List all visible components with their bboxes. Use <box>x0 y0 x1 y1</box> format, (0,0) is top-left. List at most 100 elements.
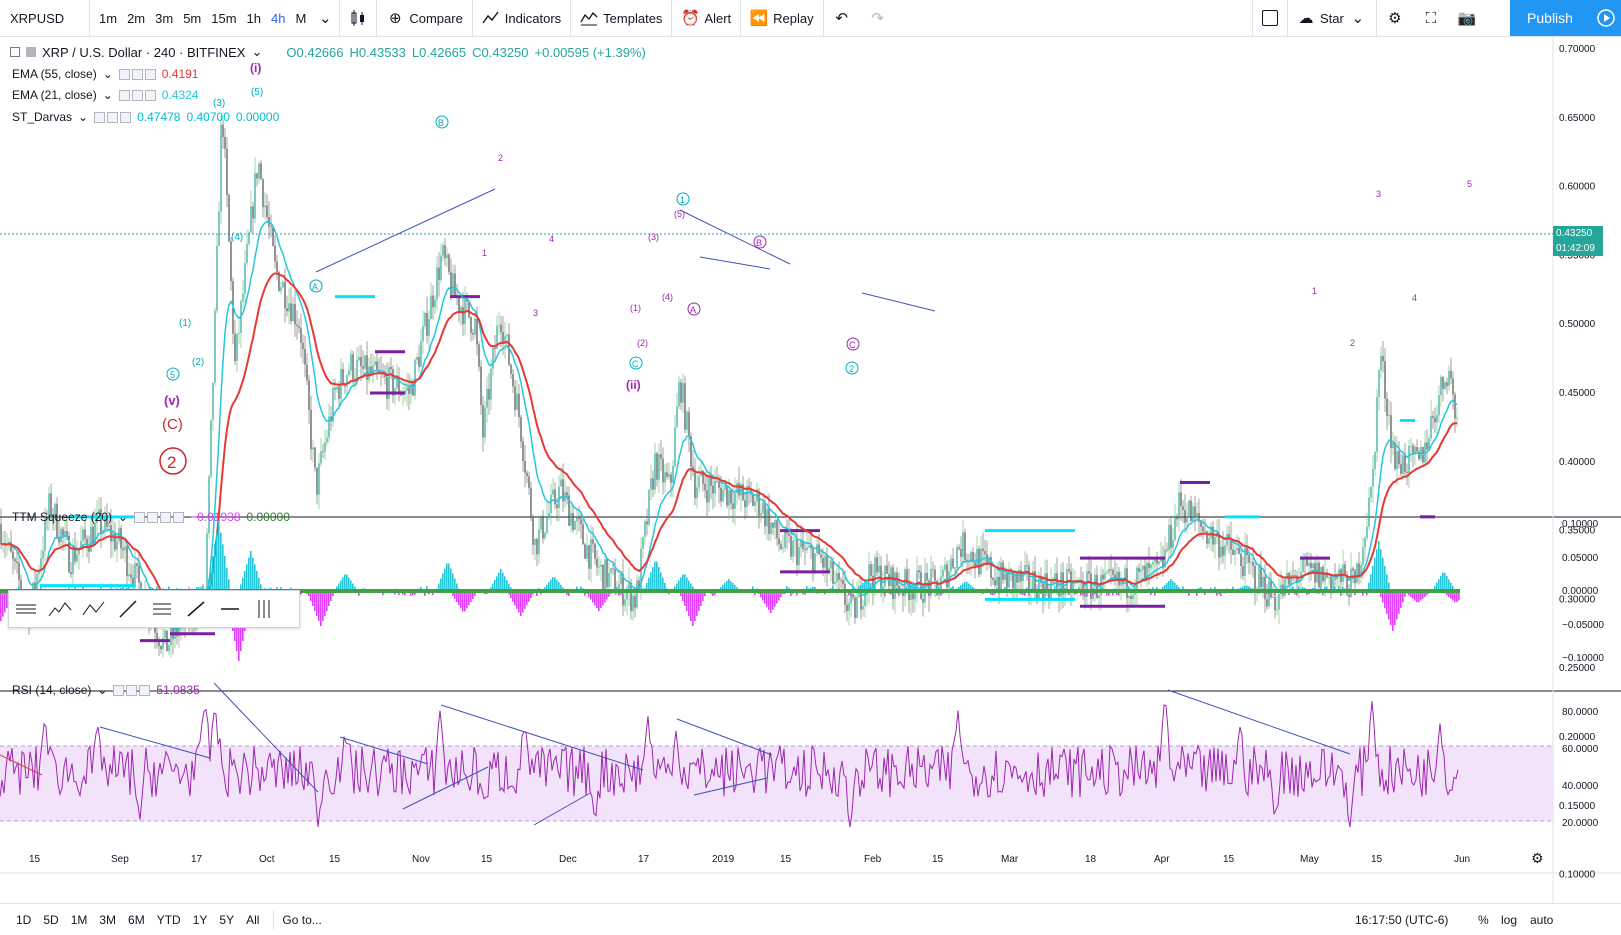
chart-type-button[interactable] <box>340 0 376 36</box>
drag-handle[interactable] <box>9 591 43 627</box>
chevron-down-icon[interactable]: ⌄ <box>78 110 89 124</box>
range-ytd[interactable]: YTD <box>156 912 181 927</box>
compare-button[interactable]: ⊕ Compare <box>377 0 471 36</box>
clock-label[interactable]: 16:17:50 (UTC-6) <box>1355 912 1449 927</box>
fullscreen-button[interactable]: ⛶ <box>1413 0 1449 36</box>
interval-5m[interactable]: 5m <box>183 10 202 26</box>
indicator-controls[interactable] <box>118 68 156 80</box>
candle-body <box>454 273 456 298</box>
publish-button[interactable]: Publish <box>1510 0 1590 36</box>
ttm-bar-down <box>1386 591 1388 614</box>
range-1y[interactable]: 1Y <box>192 912 208 927</box>
auto-toggle[interactable]: auto <box>1530 912 1554 927</box>
wave-label-v: (v) <box>164 393 180 408</box>
replay-button[interactable]: ⏪ Replay <box>741 0 822 36</box>
ttm-bar <box>1108 591 1110 596</box>
trendlines-main[interactable] <box>315 188 936 312</box>
percent-toggle[interactable]: % <box>1478 912 1489 927</box>
indicator-controls[interactable] <box>113 684 151 696</box>
indicators-button[interactable]: Indicators <box>473 0 570 36</box>
ttm-bar-up <box>1242 586 1244 591</box>
redo-button[interactable]: ↷ <box>860 0 896 36</box>
candle-body <box>1338 569 1340 575</box>
candle-body <box>442 245 444 256</box>
interval-dropdown[interactable]: ⌄ <box>311 0 339 36</box>
chart-settings-icon[interactable]: ⚙ <box>1531 851 1544 867</box>
cloud-save-button[interactable]: ☁ Star ⌄ <box>1288 0 1376 36</box>
horizontal-line-button[interactable] <box>213 591 247 627</box>
divider <box>822 0 824 36</box>
interval-1m[interactable]: 1m <box>99 10 118 26</box>
chevron-down-icon[interactable]: ⌄ <box>97 683 108 697</box>
interval-4h[interactable]: 4h <box>271 10 286 26</box>
ema21-name[interactable]: EMA (21, close) <box>12 88 97 102</box>
alert-button[interactable]: ⏰ Alert <box>672 0 740 36</box>
ttm-bar-up <box>1448 579 1450 591</box>
interval-3m[interactable]: 3m <box>155 10 174 26</box>
candle-body <box>646 521 648 525</box>
ttm-bar <box>1196 591 1198 596</box>
trendlines-rsi[interactable] <box>99 682 1351 826</box>
ttm-bar-down <box>324 591 326 616</box>
symbol-search[interactable]: XRPUSD <box>0 0 90 36</box>
range-5d[interactable]: 5D <box>43 912 59 927</box>
indicator-controls[interactable] <box>94 111 132 123</box>
range-all[interactable]: All <box>246 912 260 927</box>
trendline-button[interactable] <box>111 591 145 627</box>
ttm-axis[interactable]: 0.10000 0.05000 0.00000 −0.05000 −0.10000 <box>1562 519 1604 664</box>
darvas-name[interactable]: ST_Darvas <box>12 110 73 124</box>
candle-body <box>376 361 378 370</box>
templates-button[interactable]: Templates <box>571 0 671 36</box>
time-axis[interactable]: 15 Sep 17 Oct 15 Nov 15 Dec 17 2019 15 Feb 15 Mar 18 Ap… <box>29 854 1470 865</box>
ttm-bar-up <box>674 586 676 591</box>
chevron-down-icon[interactable]: ⌄ <box>118 510 129 524</box>
candle-body <box>668 474 670 477</box>
price-axis[interactable]: 0.700000.650000.600000.550000.500000.450… <box>1559 44 1596 903</box>
range-5y[interactable]: 5Y <box>219 912 235 927</box>
range-6m[interactable]: 6M <box>128 912 145 927</box>
chevron-down-icon[interactable]: ⌄ <box>102 88 113 102</box>
interval-15m[interactable]: 15m <box>211 10 237 26</box>
settings-button[interactable]: ⚙ <box>1377 0 1413 36</box>
ttm-axis-label: −0.05000 <box>1562 620 1604 631</box>
range-1m[interactable]: 1M <box>70 912 88 927</box>
candle-body <box>220 124 222 212</box>
candle-body <box>876 557 878 573</box>
ttm-bar-down <box>602 591 604 606</box>
elliott-correction-button[interactable] <box>77 591 111 627</box>
range-1d[interactable]: 1D <box>16 912 32 927</box>
indicator-controls[interactable] <box>134 511 185 523</box>
fib-button[interactable] <box>145 591 179 627</box>
candle-body <box>390 366 392 370</box>
candle-body <box>604 559 606 591</box>
rsi-name[interactable]: RSI (14, close) <box>12 683 92 697</box>
vertical-lines-button[interactable] <box>247 591 281 627</box>
undo-button[interactable]: ↶ <box>824 0 860 36</box>
wave-label-pp5: (5) <box>674 209 685 219</box>
snapshot-button[interactable]: 📷 <box>1449 0 1485 36</box>
ema55-name[interactable]: EMA (55, close) <box>12 67 97 81</box>
legend-title[interactable]: XRP / U.S. Dollar · 240 · BITFINEX <box>42 44 246 60</box>
ttm-bar-down <box>764 591 766 604</box>
log-toggle[interactable]: log <box>1501 912 1518 927</box>
goto-button[interactable]: Go to... <box>282 912 322 927</box>
ray-button[interactable] <box>179 591 213 627</box>
rsi-axis[interactable]: 80.0000 60.0000 40.0000 20.0000 <box>1562 707 1599 829</box>
collapse-icon[interactable] <box>10 47 20 57</box>
candle-body <box>1184 509 1186 523</box>
interval-M[interactable]: M <box>295 10 307 26</box>
interval-1h[interactable]: 1h <box>246 10 262 26</box>
chevron-down-icon[interactable]: ⌄ <box>251 44 263 59</box>
candle-body <box>724 485 726 490</box>
chart-canvas[interactable]: (i) (ii) (v) (C) 2 (5) (3) (4) (1) (2) 5… <box>0 37 1621 903</box>
candle-body <box>218 211 220 246</box>
ttm-name[interactable]: TTM Squeeze (20) <box>12 510 113 524</box>
interval-2m[interactable]: 2m <box>127 10 146 26</box>
chevron-down-icon[interactable]: ⌄ <box>102 67 113 81</box>
layout-button[interactable] <box>1253 0 1287 36</box>
indicator-controls[interactable] <box>118 89 156 101</box>
candle-body <box>1088 571 1090 574</box>
play-button[interactable] <box>1590 0 1621 36</box>
range-3m[interactable]: 3M <box>99 912 117 927</box>
elliott-impulse-button[interactable] <box>43 591 77 627</box>
